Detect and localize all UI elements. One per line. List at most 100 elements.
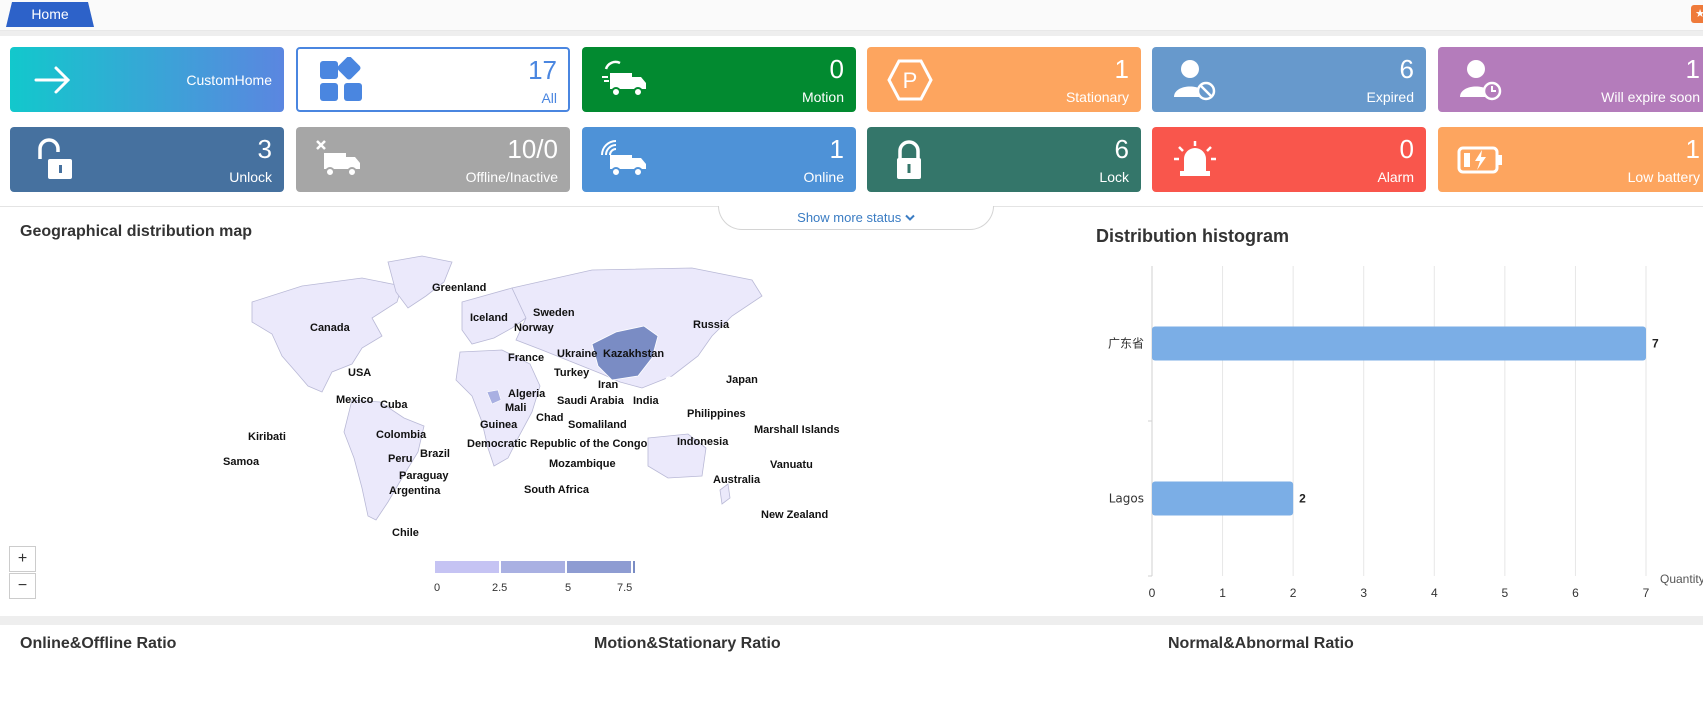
card-offline-inactive[interactable]: 10/0 Offline/Inactive [296, 127, 570, 192]
world-map[interactable]: Greenland Canada Iceland Sweden Norway R… [212, 252, 852, 542]
svg-text:P: P [903, 68, 918, 93]
show-more-status-button[interactable]: Show more status [718, 206, 994, 230]
chevron-down-icon [905, 214, 915, 221]
card-motion[interactable]: 0 Motion [582, 47, 856, 112]
x-tick-label: 6 [1572, 586, 1579, 598]
map-label-usa: USA [348, 367, 372, 379]
legend-tick: 2.5 [492, 582, 508, 594]
arrow-right-icon [28, 57, 78, 103]
map-label-new-zealand: New Zealand [761, 509, 829, 521]
map-label-saudi-arabia: Saudi Arabia [557, 395, 624, 407]
card-alarm[interactable]: 0 Alarm [1152, 127, 1426, 192]
card-expired[interactable]: 6 Expired [1152, 47, 1426, 112]
tab-bar: Home ★ [0, 0, 1703, 31]
legend-tick: 7.5 [617, 582, 633, 594]
x-axis-label: Quantity [1660, 572, 1703, 586]
map-label-iceland: Iceland [470, 312, 508, 324]
map-svg [251, 255, 763, 521]
card-lock[interactable]: 6 Lock [867, 127, 1141, 192]
tab-home[interactable]: Home [6, 2, 94, 27]
map-label-somaliland: Somaliland [568, 419, 627, 431]
distribution-histogram: 0 1 2 3 4 5 6 7 Quantity 广东省 7 Lagos 2 [1080, 258, 1703, 600]
card-low-battery[interactable]: 1 Low battery [1438, 127, 1703, 192]
card-number: 1 [1114, 54, 1129, 84]
alarm-bell-icon [1170, 137, 1220, 183]
card-label: Unlock [229, 169, 272, 185]
map-label-south-africa: South Africa [524, 484, 589, 496]
card-customhome[interactable]: CustomHome [10, 47, 284, 112]
card-number: 1 [1685, 134, 1700, 164]
card-online[interactable]: 1 Online [582, 127, 856, 192]
map-label-france: France [508, 352, 545, 364]
unlock-icon [28, 137, 78, 183]
map-label-mexico: Mexico [336, 394, 374, 406]
tab-home-label: Home [31, 6, 69, 22]
map-label-paraguay: Paraguay [399, 470, 449, 482]
map-label-colombia: Colombia [376, 429, 427, 441]
user-clock-icon [1456, 57, 1506, 103]
y-category-label: 广东省 [1108, 337, 1144, 351]
zoom-out-button[interactable]: − [9, 573, 36, 599]
map-region-australia [647, 433, 707, 479]
divider-strip [0, 31, 1703, 36]
legend-scale [435, 561, 697, 573]
x-tick-label: 2 [1290, 586, 1297, 598]
map-region-north-america [251, 277, 403, 393]
map-label-marshall-islands: Marshall Islands [754, 424, 840, 436]
card-unlock[interactable]: 3 Unlock [10, 127, 284, 192]
x-tick-label: 4 [1431, 586, 1438, 598]
zoom-in-button[interactable]: + [9, 546, 36, 572]
x-tick-label: 5 [1502, 586, 1509, 598]
map-label-india: India [633, 395, 659, 407]
map-region-china-highlight [591, 325, 659, 381]
map-label-chile: Chile [392, 527, 419, 539]
map-label-ukraine: Ukraine [557, 348, 598, 360]
map-label-guinea: Guinea [480, 419, 518, 431]
offline-truck-icon [314, 137, 364, 183]
bar-value-label: 2 [1299, 492, 1306, 506]
card-stationary[interactable]: P 1 Stationary [867, 47, 1141, 112]
card-label: Stationary [1065, 89, 1129, 105]
card-label: Alarm [1377, 169, 1414, 185]
map-label-brazil: Brazil [420, 448, 450, 460]
map-label-mozambique: Mozambique [549, 458, 616, 470]
map-region-nigeria-highlight [486, 389, 502, 405]
map-label-peru: Peru [388, 453, 413, 465]
card-will-expire-soon[interactable]: 1 Will expire soon [1438, 47, 1703, 112]
card-all[interactable]: 17 All [296, 47, 570, 112]
star-icon[interactable]: ★ [1691, 5, 1703, 23]
map-label-kazakhstan: Kazakhstan [603, 348, 665, 360]
grid-shapes-icon [318, 56, 368, 103]
card-label: Lock [1099, 169, 1129, 185]
legend-tick: 0 [434, 582, 441, 594]
map-region-new-zealand [719, 483, 731, 505]
bar-value-label: 7 [1652, 337, 1659, 351]
legend-segment [567, 561, 631, 573]
legend-segment [633, 561, 697, 573]
map-label-australia: Australia [713, 474, 761, 486]
x-tick-label: 7 [1643, 586, 1650, 598]
card-number: 6 [1114, 134, 1129, 164]
lock-icon [885, 137, 935, 183]
motion-stationary-ratio-title: Motion&Stationary Ratio [594, 635, 781, 652]
map-label-sweden: Sweden [533, 307, 575, 319]
histogram-bar[interactable] [1152, 326, 1646, 361]
map-label-argentina: Argentina [389, 485, 441, 497]
map-label-kiribati: Kiribati [248, 431, 286, 443]
map-label-iran: Iran [598, 379, 619, 391]
map-label-greenland: Greenland [432, 282, 487, 294]
map-label-drc: Democratic Republic of the Congo [467, 438, 648, 450]
y-category-label: Lagos [1109, 492, 1144, 506]
histogram-bar[interactable] [1152, 481, 1294, 516]
histogram-svg: 0 1 2 3 4 5 6 7 Quantity 广东省 7 Lagos 2 [1108, 266, 1703, 600]
map-label-norway: Norway [514, 322, 554, 334]
map-label-china: China [665, 375, 696, 387]
map-label-algeria: Algeria [508, 388, 546, 400]
map-label-japan: Japan [726, 374, 758, 386]
card-number: 0 [829, 54, 844, 84]
card-number: 17 [528, 55, 557, 85]
map-region-africa [455, 349, 541, 467]
legend-tick: 5 [565, 582, 572, 594]
user-blocked-icon [1170, 57, 1220, 103]
map-region-greenland [387, 255, 453, 309]
